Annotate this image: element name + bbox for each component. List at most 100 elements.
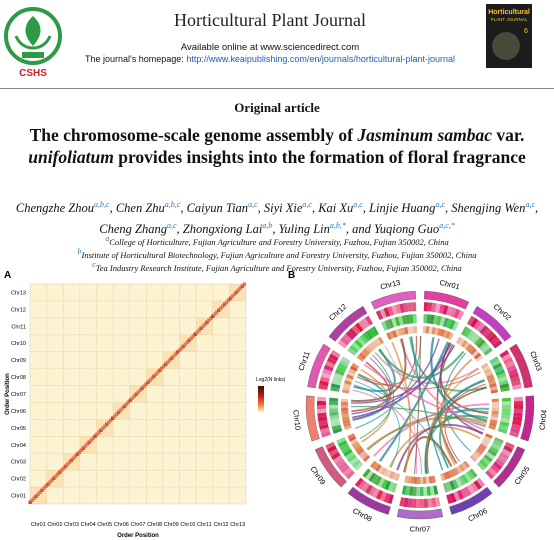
diagonal-cell — [124, 402, 129, 406]
chromosome-band — [347, 486, 391, 515]
diagonal-cell — [28, 500, 32, 504]
expression-track — [458, 338, 465, 346]
diagonal-cell — [99, 428, 103, 432]
gc-track — [368, 328, 377, 338]
gc-track — [483, 454, 493, 463]
expression-track — [351, 362, 360, 369]
gc-track — [351, 459, 361, 469]
expression-track — [350, 365, 358, 372]
chromosome-label: Chr11 — [296, 350, 311, 372]
author: and Yuqiong Guoa,c,* — [352, 221, 455, 236]
cover-title: Horticultural — [488, 9, 530, 16]
diagonal-cell — [32, 496, 36, 500]
author: Yuling Lina,b,* — [279, 221, 353, 236]
expression-track — [490, 389, 498, 394]
expression-track — [342, 386, 351, 391]
density-track — [492, 461, 503, 471]
author: Chengzhe Zhoua,b,c — [16, 200, 116, 215]
x-tick-label: Chr04 — [81, 522, 96, 528]
homepage-url[interactable]: http://www.keaipublishing.com/en/journal… — [186, 54, 455, 64]
gc-track — [445, 318, 453, 329]
density-track — [337, 339, 348, 349]
x-tick-label: Chr06 — [114, 522, 129, 528]
gc-track — [420, 486, 424, 496]
homepage-label: The journal's homepage: — [85, 54, 184, 64]
author-sup: a,c — [248, 200, 258, 209]
gc-track — [336, 437, 346, 444]
gc-track — [445, 481, 453, 492]
expression-track — [416, 476, 420, 484]
diagonal-cell — [103, 424, 107, 428]
affiliation: aCollege of Horticulture, Fujian Agricul… — [10, 234, 544, 247]
diagonal-cell — [207, 318, 211, 322]
diagonal-cell — [75, 452, 80, 456]
density-track — [387, 306, 394, 316]
expression-track — [469, 348, 477, 356]
diagonal-cell — [61, 466, 66, 470]
diagonal-cell — [59, 468, 64, 472]
gc-track — [380, 479, 388, 489]
diagonal-cell — [195, 330, 199, 334]
expression-track — [407, 476, 412, 484]
expression-track — [344, 379, 352, 385]
gc-track — [405, 314, 411, 325]
expression-track — [386, 332, 392, 340]
gc-track — [439, 316, 446, 327]
gc-track — [347, 347, 357, 356]
expression-track — [341, 413, 349, 418]
expression-track — [377, 465, 384, 474]
gc-track — [331, 424, 342, 431]
expression-track — [377, 336, 385, 345]
author-sup: a,c — [435, 200, 445, 209]
diagonal-cell — [89, 438, 93, 442]
expression-track — [351, 440, 360, 448]
density-track — [342, 333, 353, 343]
density-track — [513, 408, 523, 414]
density-track — [354, 477, 364, 488]
gc-track — [436, 315, 442, 326]
density-track — [449, 307, 457, 318]
author-sup: a,c — [353, 200, 363, 209]
gc-track — [426, 314, 431, 324]
y-tick-label: Chr04 — [11, 443, 26, 449]
x-tick-label: Chr07 — [131, 522, 146, 528]
chromosome-label: Chr04 — [537, 409, 548, 430]
expression-track — [488, 379, 496, 385]
density-track — [332, 455, 343, 464]
expression-track — [358, 450, 367, 458]
y-tick-label: Chr05 — [11, 426, 26, 432]
gc-track — [351, 341, 361, 351]
diagonal-cell — [181, 344, 186, 348]
density-track — [504, 360, 515, 369]
density-track — [364, 484, 373, 495]
gc-track — [359, 334, 369, 344]
x-tick-label: Chr02 — [47, 522, 62, 528]
expression-track — [480, 440, 489, 448]
diagonal-cell — [169, 356, 174, 360]
expression-track — [456, 465, 463, 474]
chromosome-band — [370, 290, 416, 310]
diagonal-cell — [134, 392, 139, 396]
diagonal-cell — [85, 442, 89, 446]
author-name: Siyi Xie — [263, 201, 303, 216]
density-track — [506, 364, 517, 372]
gc-track — [330, 383, 341, 389]
diagonal-cell — [160, 366, 164, 370]
synteny-link — [352, 389, 423, 474]
expression-track — [428, 326, 433, 334]
gc-track — [491, 359, 501, 367]
gc-track — [449, 480, 456, 491]
expression-track — [442, 330, 449, 338]
expression-track — [491, 410, 499, 415]
gc-track — [329, 411, 339, 416]
expression-track — [489, 386, 498, 391]
gc-track — [479, 459, 489, 469]
gc-track — [476, 461, 486, 471]
synteny-link — [424, 379, 485, 474]
chromosome-band — [493, 446, 526, 488]
diagonal-cell — [97, 430, 101, 434]
author-list: Chengzhe Zhoua,b,cChen Zhua,b,cCaiyun Ti… — [8, 196, 546, 238]
gc-track — [466, 470, 475, 480]
diagonal-cell — [201, 324, 205, 328]
